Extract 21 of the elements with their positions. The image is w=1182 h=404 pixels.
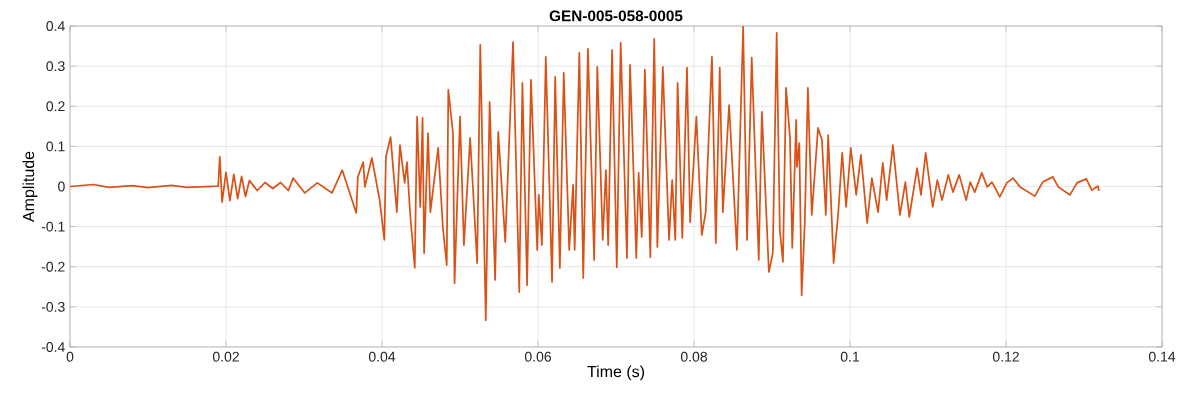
- x-tick-label: 0.08: [680, 351, 708, 362]
- y-tick-label: 0.2: [46, 101, 65, 112]
- y-axis-title: Amplitude: [22, 151, 38, 223]
- y-tick-label: -0.3: [41, 301, 65, 312]
- x-tick-label: 0.04: [368, 351, 396, 362]
- y-tick-label: -0.1: [41, 221, 65, 232]
- x-tick-label: 0.14: [1148, 351, 1176, 362]
- chart-title: GEN-005-058-0005: [549, 10, 683, 22]
- y-tick-label: 0.4: [46, 21, 65, 31]
- x-tick-label: 0: [66, 351, 74, 362]
- x-tick-label: 0.12: [992, 351, 1019, 362]
- y-tick-label: 0.1: [46, 141, 65, 152]
- y-tick-label: -0.4: [41, 342, 65, 352]
- x-tick-label: 0.1: [840, 351, 860, 362]
- line-series: [70, 26, 1100, 321]
- y-tick-label: 0: [58, 181, 65, 192]
- y-tick-label: 0.3: [46, 61, 65, 72]
- y-tick-label: -0.2: [41, 261, 65, 272]
- x-tick-label: 0.02: [212, 351, 239, 362]
- x-axis-title: Time (s): [587, 365, 645, 381]
- x-tick-label: 0.06: [524, 351, 552, 362]
